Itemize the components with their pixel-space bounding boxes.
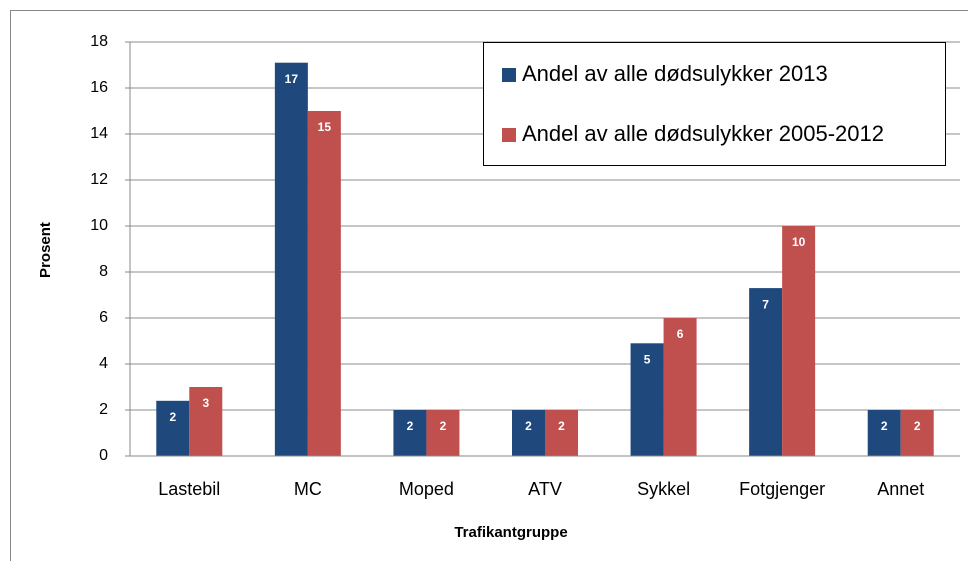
data-label: 2 [914,419,921,433]
data-label: 7 [762,297,769,311]
bar [749,288,783,456]
legend-swatch [502,128,516,142]
legend-label: Andel av alle dødsulykker 2013 [522,61,828,86]
data-label: 2 [525,419,532,433]
y-tick-label: 18 [90,33,108,50]
x-tick-label: MC [294,479,322,499]
data-label: 15 [318,120,332,134]
data-label: 17 [285,72,299,86]
legend-label: Andel av alle dødsulykker 2005-2012 [522,121,884,146]
y-tick-label: 0 [99,447,108,464]
bar [663,318,697,456]
y-tick-label: 16 [90,79,108,96]
data-label: 5 [644,352,651,366]
bar [189,387,223,456]
x-axis-title: Trafikantgruppe [454,524,567,541]
y-tick-label: 6 [99,309,108,326]
legend-swatch [502,68,516,82]
x-tick-label: Moped [399,479,454,499]
bar [156,400,190,456]
y-tick-label: 10 [90,217,108,234]
data-label: 6 [677,327,684,341]
legend-box [483,42,946,166]
bar [426,410,460,456]
bar [393,410,427,456]
y-tick-label: 2 [99,401,108,418]
bar [900,410,934,456]
x-tick-label: Annet [877,479,924,499]
data-label: 3 [202,396,209,410]
bar [630,343,664,456]
data-label: 2 [440,419,447,433]
data-label: 10 [792,235,806,249]
data-label: 2 [881,419,888,433]
data-label: 2 [407,419,414,433]
bar [782,226,816,456]
y-tick-label: 12 [90,171,108,188]
bar [545,410,578,456]
bar [867,410,901,456]
x-tick-label: Lastebil [158,479,220,499]
bar [512,410,545,456]
data-label: 2 [169,410,176,424]
x-tick-label: Fotgjenger [739,479,825,499]
data-label: 2 [558,419,565,433]
bar [307,111,341,456]
bar [274,62,308,456]
x-tick-label: Sykkel [637,479,690,499]
y-tick-label: 8 [99,263,108,280]
y-tick-label: 4 [99,355,108,372]
y-axis-title: Prosent [37,222,54,278]
x-tick-label: ATV [528,479,562,499]
y-tick-label: 14 [90,125,108,142]
